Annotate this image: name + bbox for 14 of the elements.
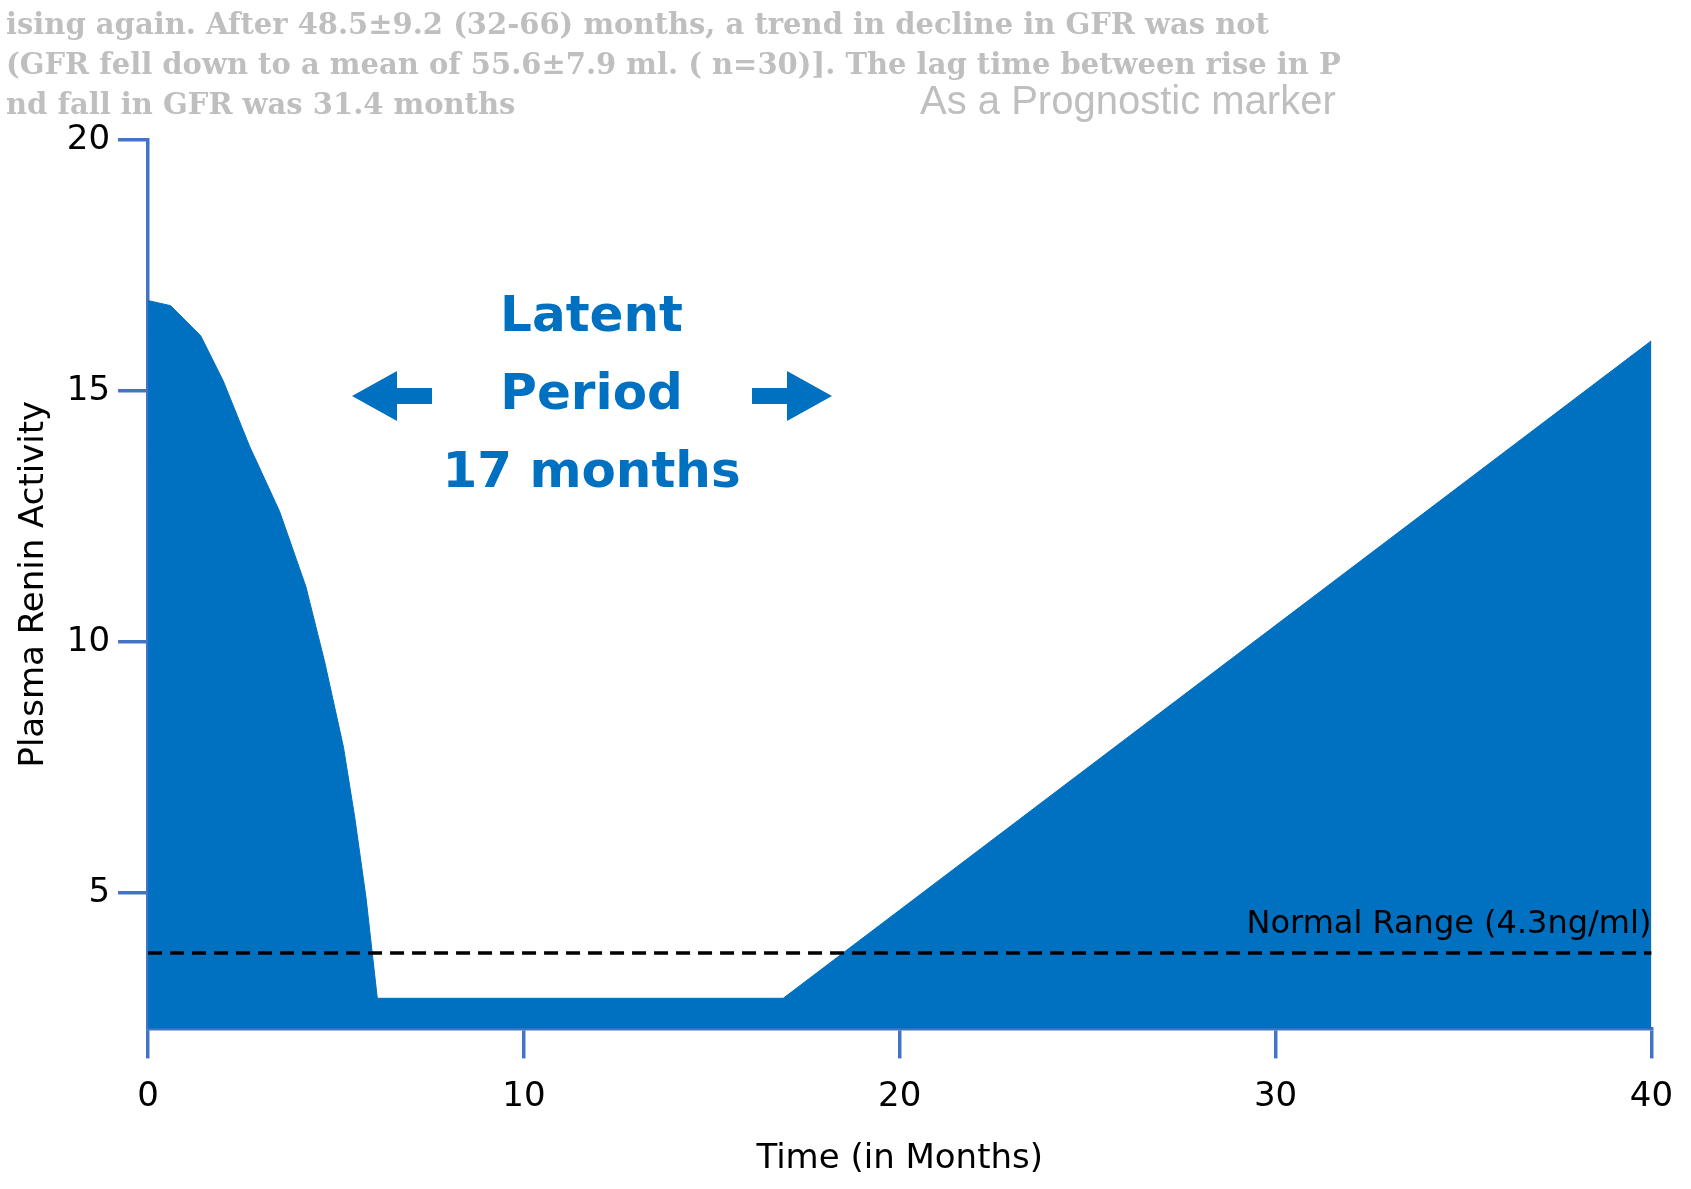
x-tick-label: 40 (1629, 1073, 1673, 1114)
x-axis-title: Time (in Months) (755, 1136, 1044, 1177)
text: ising again. After 48.5±9.2 (32-66) months, a trend in decline in GFR was not (6, 6, 1270, 43)
y-axis-title: Plasma Renin Activity (11, 400, 52, 768)
ref-line-label: Normal Range (4.3ng/ml) (1246, 903, 1652, 942)
annotation: Latent Period 17 months (442, 284, 741, 499)
x-tick-label: 10 (502, 1073, 546, 1114)
y-tick-label: 15 (66, 367, 111, 408)
y-tick-label: 10 (66, 618, 111, 659)
text: (GFR fell down to a mean of 55.6±7.9 ml. ( n=30)]. The lag time between rise in P (6, 46, 1341, 83)
x-tick-label: 0 (137, 1073, 159, 1114)
y-tick-label: 5 (88, 869, 111, 910)
x-tick-label: 20 (878, 1073, 922, 1114)
x-tick-label: 30 (1253, 1073, 1298, 1114)
